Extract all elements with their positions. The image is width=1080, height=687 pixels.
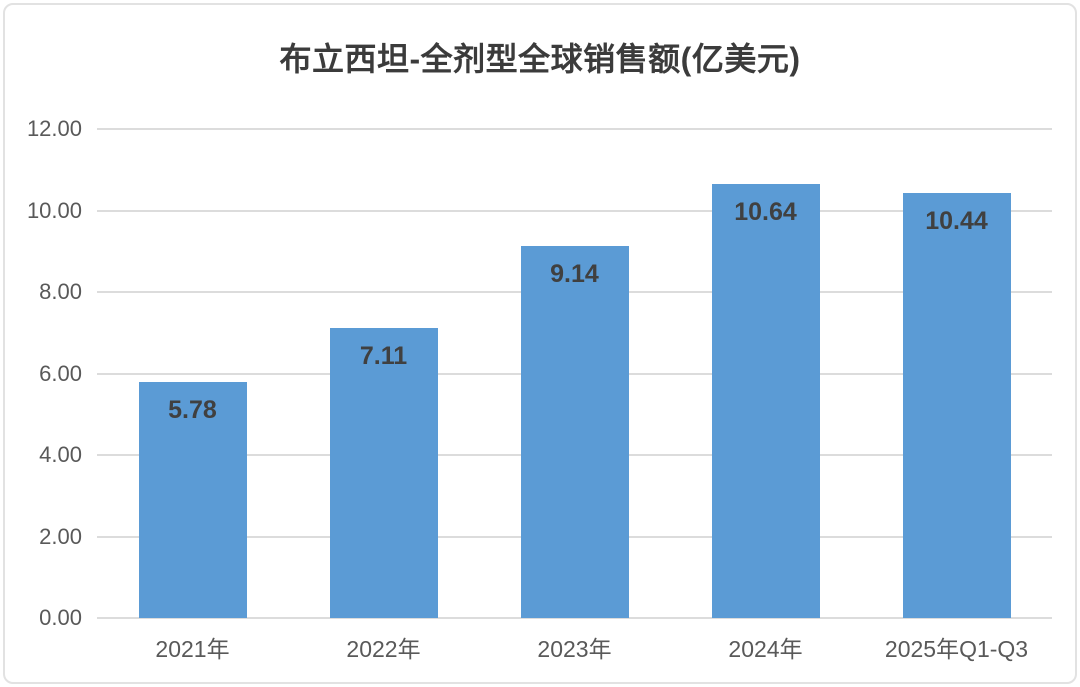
chart-title: 布立西坦-全剂型全球销售额(亿美元): [279, 41, 801, 77]
plot-area: 5.78 7.11 9.14 10.64 10.44: [97, 128, 1052, 619]
x-axis-tick-labels: 2021年 2022年 2023年 2024年 2025年Q1-Q3: [97, 630, 1052, 670]
x-tick-label: 2022年: [346, 636, 421, 662]
gridline: [97, 209, 1052, 212]
y-tick-label: 2.00: [39, 523, 82, 549]
y-tick-label: 0.00: [39, 605, 82, 630]
bar-2022年: 7.11: [329, 328, 438, 618]
y-tick-label: 6.00: [39, 360, 82, 386]
x-tick-label: 2021年: [155, 636, 230, 662]
bar-2023年: 9.14: [520, 245, 629, 618]
x-tick-label: 2025年Q1-Q3: [884, 636, 1029, 662]
y-tick-label: 4.00: [39, 442, 82, 467]
bar-value-label: 5.78: [168, 396, 217, 425]
bar-2021年: 5.78: [138, 382, 247, 618]
x-tick-label: 2023年: [537, 636, 612, 662]
y-tick-label: 8.00: [39, 279, 82, 304]
bar-2025年Q1-Q3: 10.44: [902, 192, 1011, 618]
bar-value-label: 9.14: [550, 259, 599, 288]
gridline: [97, 128, 1052, 130]
bar-value-label: 10.64: [734, 198, 797, 227]
bar-value-label: 7.11: [359, 342, 408, 371]
bar-value-label: 10.44: [925, 206, 988, 235]
x-tick-label: 2024年: [728, 636, 803, 662]
gridline: [97, 617, 1052, 619]
bar-2024年: 10.64: [711, 184, 820, 618]
y-tick-label: 10.00: [26, 197, 82, 223]
y-axis-tick-labels: 0.00 2.00 4.00 6.00 8.00 10.00 12.00: [0, 116, 82, 630]
y-tick-label: 12.00: [26, 116, 82, 141]
